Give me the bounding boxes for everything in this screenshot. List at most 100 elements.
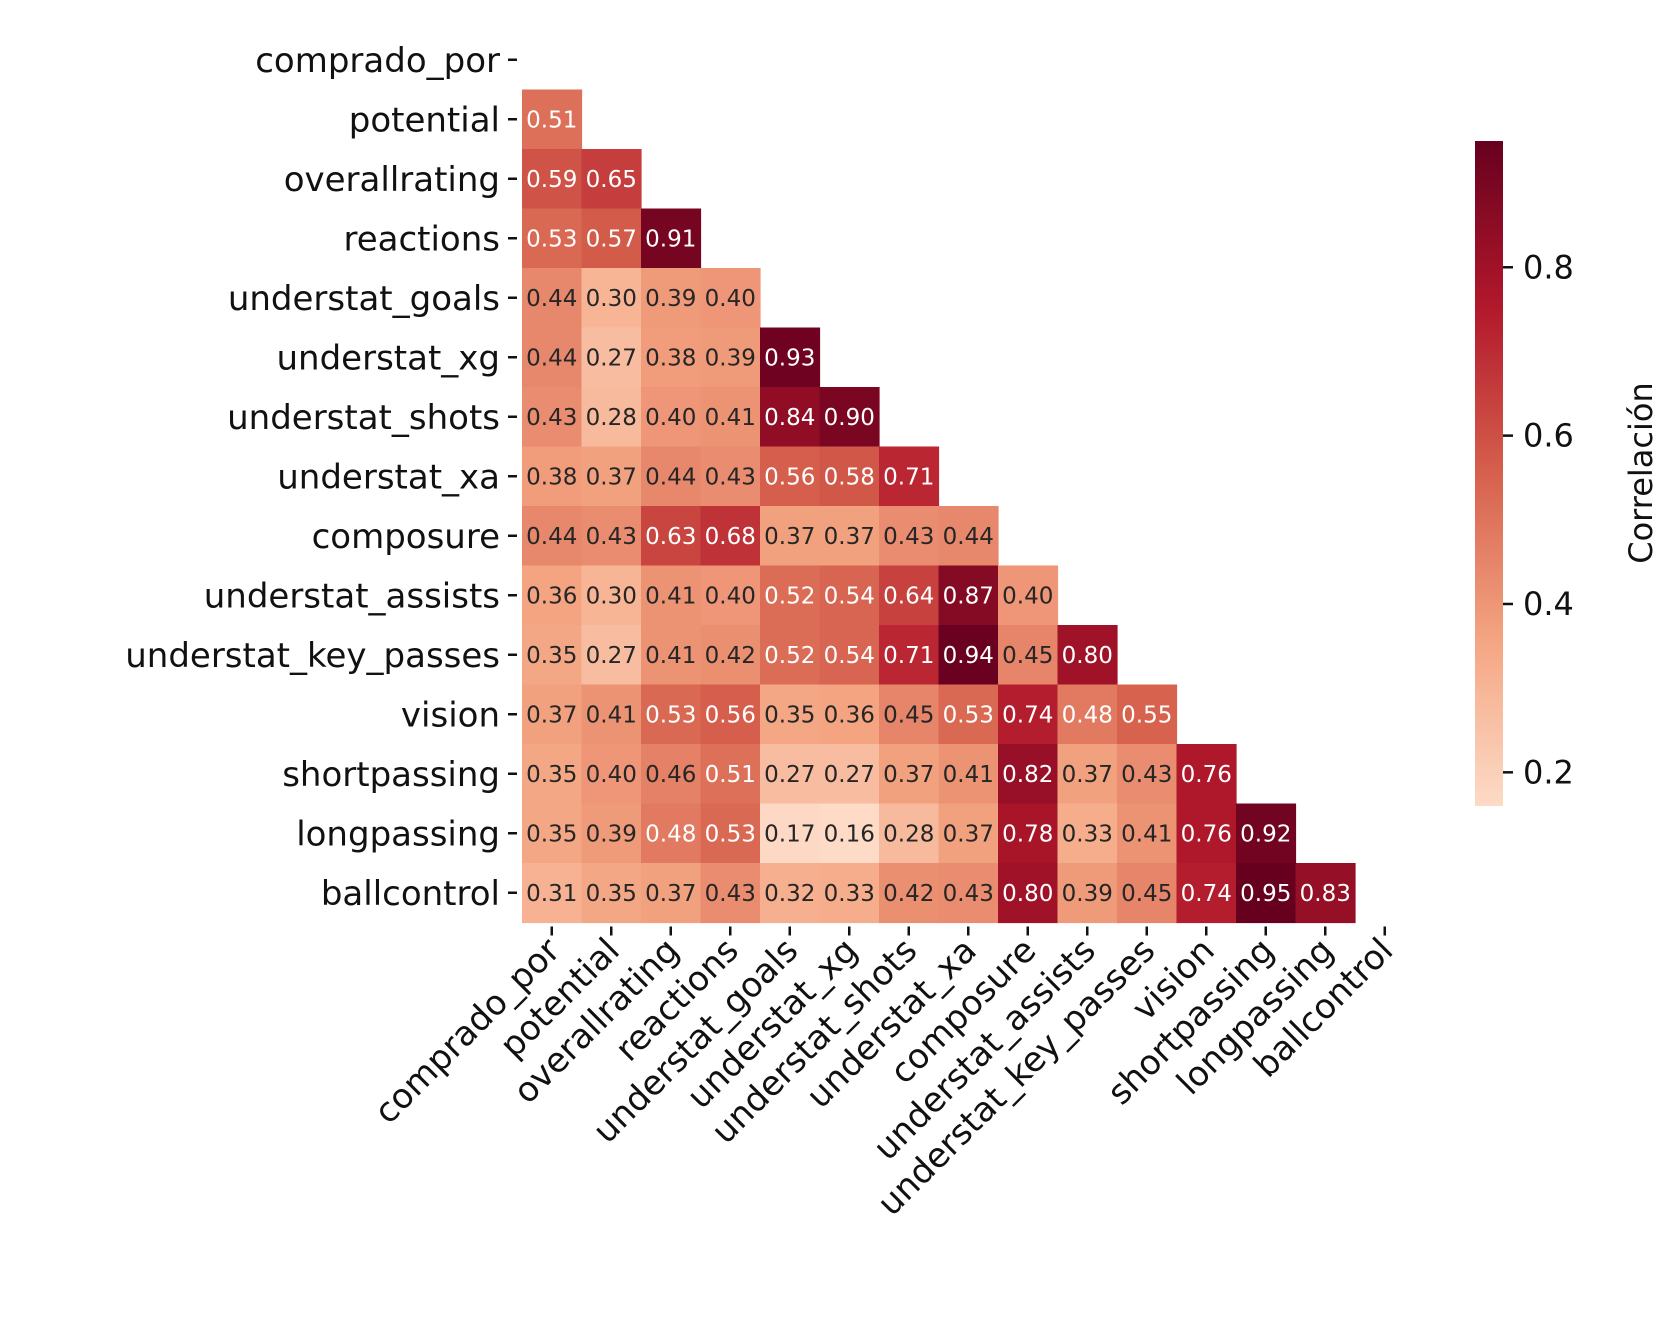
y-tick-label: understat_goals <box>228 279 500 319</box>
y-tick-label: longpassing <box>296 814 500 854</box>
heatmap-cell-value: 0.54 <box>824 643 875 669</box>
heatmap-cell-value: 0.64 <box>883 583 934 609</box>
heatmap-cell <box>879 803 940 864</box>
heatmap-cell <box>879 744 940 805</box>
heatmap-cell <box>641 327 702 388</box>
heatmap-cell-value: 0.33 <box>1062 821 1113 847</box>
y-tick-label: understat_key_passes <box>125 636 500 676</box>
heatmap-cell <box>998 803 1059 864</box>
heatmap-cell <box>879 446 940 507</box>
heatmap-cell <box>700 863 761 924</box>
heatmap-cell-value: 0.71 <box>883 464 934 490</box>
heatmap-cell-value: 0.80 <box>1002 881 1053 907</box>
heatmap-cell <box>522 208 583 269</box>
heatmap-cell <box>1117 803 1178 864</box>
heatmap-cell <box>581 803 642 864</box>
heatmap-cell <box>938 803 999 864</box>
heatmap-cells <box>522 89 1356 924</box>
heatmap-cell-value: 0.36 <box>526 583 577 609</box>
heatmap-cell <box>938 506 999 567</box>
heatmap-cell-value: 0.44 <box>943 524 994 550</box>
heatmap-cell <box>700 446 761 507</box>
y-tick-label: reactions <box>343 219 500 259</box>
heatmap-cell-value: 0.48 <box>1062 702 1113 728</box>
colorbar-gradient <box>1475 141 1503 806</box>
heatmap-cell <box>641 803 702 864</box>
heatmap-cell-value: 0.48 <box>645 821 696 847</box>
heatmap-cell <box>819 625 880 686</box>
heatmap-cell-value: 0.27 <box>764 762 815 788</box>
heatmap-cell <box>581 625 642 686</box>
y-tick-label: understat_xa <box>277 457 500 497</box>
heatmap-cell-value: 0.45 <box>883 702 934 728</box>
heatmap-cell <box>581 208 642 269</box>
heatmap-cell-value: 0.65 <box>586 167 637 193</box>
heatmap-cell-value: 0.43 <box>1121 762 1172 788</box>
heatmap-cell-value: 0.90 <box>824 405 875 431</box>
heatmap-cell <box>1057 684 1118 745</box>
heatmap-cell <box>641 744 702 805</box>
heatmap-cell-value: 0.71 <box>883 643 934 669</box>
heatmap-cell <box>938 863 999 924</box>
heatmap-cell <box>522 446 583 507</box>
heatmap-cell-value: 0.52 <box>764 643 815 669</box>
heatmap-cell <box>998 863 1059 924</box>
colorbar-tick-label: 0.2 <box>1523 753 1574 791</box>
y-tick-label: ballcontrol <box>321 874 500 914</box>
heatmap-cell-value: 0.83 <box>1300 881 1351 907</box>
heatmap-cell-value: 0.37 <box>526 702 577 728</box>
colorbar-tick-label: 0.8 <box>1523 248 1574 286</box>
heatmap-cell-value: 0.74 <box>1002 702 1053 728</box>
heatmap-cell <box>522 565 583 626</box>
heatmap-cell-value: 0.40 <box>1002 583 1053 609</box>
heatmap-cell-value: 0.57 <box>586 226 637 252</box>
y-tick-label: understat_xg <box>277 338 501 378</box>
heatmap-cell <box>1117 863 1178 924</box>
heatmap-cell-value: 0.54 <box>824 583 875 609</box>
heatmap-cell <box>700 327 761 388</box>
heatmap-cell <box>1057 625 1118 686</box>
heatmap-cell <box>1057 863 1118 924</box>
heatmap-cell <box>581 387 642 448</box>
heatmap-cell <box>938 625 999 686</box>
colorbar-tick-label: 0.4 <box>1523 585 1574 623</box>
heatmap-cell-value: 0.40 <box>645 405 696 431</box>
heatmap-cell-value: 0.43 <box>883 524 934 550</box>
heatmap-cell <box>641 625 702 686</box>
heatmap-cell <box>819 506 880 567</box>
colorbar: 0.2 0.4 0.6 0.8 Correlación <box>1475 141 1660 806</box>
heatmap-cell <box>879 625 940 686</box>
heatmap-cell-value: 0.32 <box>764 881 815 907</box>
heatmap-cell-value: 0.43 <box>526 405 577 431</box>
heatmap-cell-value: 0.44 <box>526 286 577 312</box>
heatmap-cell-value: 0.39 <box>705 345 756 371</box>
colorbar-label: Correlación <box>1622 382 1660 564</box>
heatmap-cell <box>522 863 583 924</box>
heatmap-cell-value: 0.59 <box>526 167 577 193</box>
heatmap-cell-value: 0.45 <box>1002 643 1053 669</box>
heatmap-cell-value: 0.41 <box>645 583 696 609</box>
heatmap-cell <box>641 387 702 448</box>
heatmap-cell <box>760 625 821 686</box>
heatmap-cell <box>879 684 940 745</box>
heatmap-cell-value: 0.68 <box>705 524 756 550</box>
heatmap-cell-value: 0.37 <box>883 762 934 788</box>
heatmap-cell <box>522 684 583 745</box>
heatmap-cell-value: 0.33 <box>824 881 875 907</box>
heatmap-cell <box>819 565 880 626</box>
heatmap-cell-labels: 0.51 0.59 0.65 0.53 0.57 0.91 0.44 0.30 0.39 0.40… <box>526 107 1351 907</box>
heatmap-cell <box>581 863 642 924</box>
heatmap-cell-value: 0.93 <box>764 345 815 371</box>
heatmap-cell-value: 0.43 <box>943 881 994 907</box>
heatmap-cell <box>581 327 642 388</box>
heatmap-cell <box>522 327 583 388</box>
heatmap-cell <box>819 744 880 805</box>
heatmap-cell-value: 0.43 <box>586 524 637 550</box>
heatmap-cell <box>641 506 702 567</box>
heatmap-cell-value: 0.16 <box>824 821 875 847</box>
heatmap-cell-value: 0.41 <box>705 405 756 431</box>
heatmap-cell-value: 0.17 <box>764 821 815 847</box>
heatmap-cell-value: 0.35 <box>526 643 577 669</box>
heatmap-cell-value: 0.46 <box>645 762 696 788</box>
heatmap-cell-value: 0.45 <box>1121 881 1172 907</box>
